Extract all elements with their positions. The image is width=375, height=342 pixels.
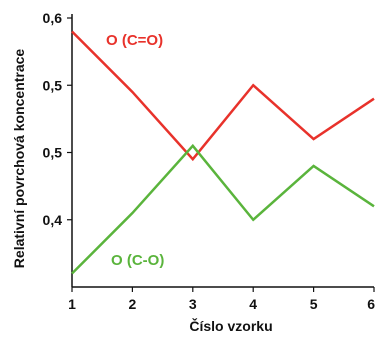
x-tick-label: 5: [310, 296, 318, 312]
x-axis-title: Číslo vzorku: [189, 317, 272, 334]
y-tick-labels: 0,6 0,5 0,5 0,4: [43, 10, 72, 228]
x-tick-label: 6: [367, 296, 375, 312]
x-tick-label: 3: [189, 296, 197, 312]
y-tick-label: 0,5: [43, 77, 63, 93]
x-tick-label: 4: [249, 296, 257, 312]
axes: [71, 14, 374, 288]
x-tick-label: 2: [129, 296, 137, 312]
series-line-0: [71, 30, 375, 162]
y-tick-label: 0,4: [43, 212, 63, 228]
series-label-o-c-double-o: O (C=O): [106, 32, 163, 49]
y-tick-label: 0,6: [43, 10, 63, 26]
x-tick-labels: 1 2 3 4 5 6: [68, 287, 375, 312]
series-line-1: [71, 143, 375, 275]
y-tick-label: 0,5: [43, 145, 63, 161]
series-label-o-c-o: O (C-O): [111, 252, 164, 269]
series-lines: [71, 30, 375, 275]
x-tick-label: 1: [68, 296, 76, 312]
y-axis-title: Relativní povrchová koncentrace: [11, 49, 27, 269]
